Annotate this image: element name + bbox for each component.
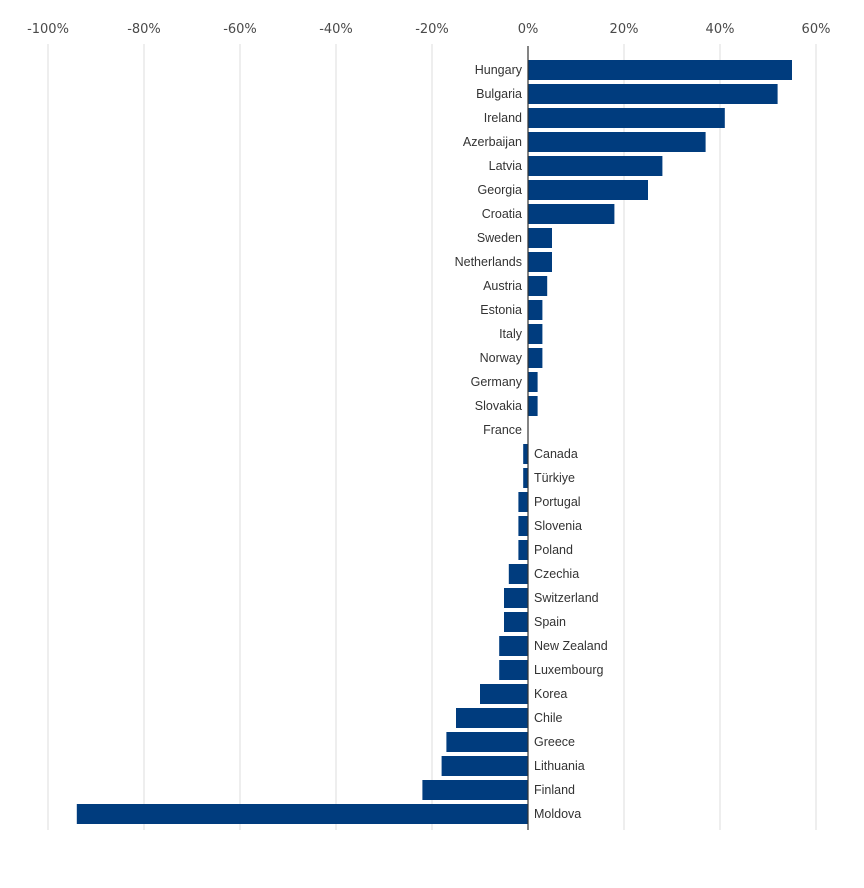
bar <box>528 180 648 200</box>
bar <box>528 228 552 248</box>
bar <box>528 60 792 80</box>
category-label: Spain <box>534 615 566 629</box>
category-label: Portugal <box>534 495 581 509</box>
bar <box>528 252 552 272</box>
bar <box>446 732 528 752</box>
category-label: Canada <box>534 447 578 461</box>
category-label: Lithuania <box>534 759 585 773</box>
bar <box>528 348 543 368</box>
category-label: Greece <box>534 735 575 749</box>
category-label: Slovenia <box>534 519 582 533</box>
bar <box>528 204 615 224</box>
category-label: Chile <box>534 711 563 725</box>
bar <box>518 516 528 536</box>
bar <box>518 492 528 512</box>
bar <box>480 684 528 704</box>
category-label: Germany <box>471 375 523 389</box>
category-label: Luxembourg <box>534 663 604 677</box>
bar <box>528 156 663 176</box>
category-label: Finland <box>534 783 575 797</box>
category-labels: Hungary Bulgaria Ireland Azerbaijan Latvia Ge… <box>455 63 608 821</box>
bar <box>499 660 528 680</box>
category-label: Croatia <box>482 207 522 221</box>
category-label: Italy <box>499 327 523 341</box>
category-label: Hungary <box>475 63 523 77</box>
category-label: Czechia <box>534 567 579 581</box>
bar <box>422 780 528 800</box>
grid-lines <box>47 44 817 830</box>
bar <box>528 132 706 152</box>
category-label: Switzerland <box>534 591 599 605</box>
bar <box>508 564 528 584</box>
bar <box>528 372 538 392</box>
category-label: Sweden <box>477 231 522 245</box>
category-label: New Zealand <box>534 639 608 653</box>
category-label: Estonia <box>480 303 522 317</box>
bar <box>528 396 538 416</box>
x-tick-label: 0% <box>518 22 539 37</box>
bar <box>504 612 528 632</box>
bar <box>518 540 528 560</box>
x-tick-label: -20% <box>415 22 449 37</box>
x-tick-label: 60% <box>802 22 831 37</box>
category-label: Netherlands <box>455 255 522 269</box>
bar <box>528 300 543 320</box>
category-label: Ireland <box>484 111 522 125</box>
bar <box>456 708 528 728</box>
category-label: Slovakia <box>475 399 522 413</box>
x-tick-label: 20% <box>610 22 639 37</box>
x-tick-label: -60% <box>223 22 257 37</box>
x-axis-ticks: -100% -80% -60% -40% -20% 0% 20% 40% 60% <box>27 22 830 37</box>
bar <box>528 108 725 128</box>
category-label: Norway <box>480 351 523 365</box>
x-tick-label: -80% <box>127 22 161 37</box>
category-label: Latvia <box>489 159 522 173</box>
bar <box>528 84 778 104</box>
category-label: Türkiye <box>534 471 575 485</box>
bar <box>76 804 529 824</box>
category-label: Austria <box>483 279 522 293</box>
bar <box>441 756 528 776</box>
x-tick-label: -100% <box>27 22 69 37</box>
category-label: Korea <box>534 687 567 701</box>
category-label: Bulgaria <box>476 87 522 101</box>
bar <box>523 468 528 488</box>
category-label: Azerbaijan <box>463 135 522 149</box>
bars <box>76 60 792 824</box>
bar <box>499 636 528 656</box>
x-tick-label: -40% <box>319 22 353 37</box>
category-label: Georgia <box>478 183 523 197</box>
category-label: Poland <box>534 543 573 557</box>
x-tick-label: 40% <box>706 22 735 37</box>
bar <box>528 276 548 296</box>
bar <box>504 588 528 608</box>
bar <box>528 324 543 344</box>
bar <box>523 444 528 464</box>
category-label: Moldova <box>534 807 581 821</box>
category-label: France <box>483 423 522 437</box>
